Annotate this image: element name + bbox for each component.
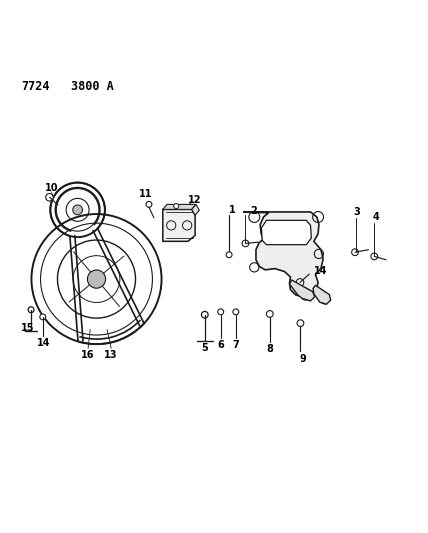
Text: 3800 A: 3800 A	[71, 80, 114, 93]
Circle shape	[174, 204, 179, 208]
Circle shape	[233, 309, 239, 315]
Text: 4: 4	[373, 212, 380, 222]
Circle shape	[226, 252, 232, 257]
Text: 14: 14	[313, 265, 327, 276]
Circle shape	[73, 205, 83, 215]
Text: 7724: 7724	[21, 80, 50, 93]
Circle shape	[352, 249, 358, 256]
Polygon shape	[244, 212, 323, 297]
Text: 8: 8	[266, 344, 273, 354]
Text: 1: 1	[229, 205, 236, 215]
Polygon shape	[163, 204, 196, 209]
Circle shape	[296, 279, 304, 286]
Polygon shape	[192, 204, 199, 215]
Text: 2: 2	[250, 206, 257, 216]
Text: 12: 12	[187, 195, 201, 205]
Text: 3: 3	[354, 207, 360, 217]
Circle shape	[40, 314, 46, 320]
Polygon shape	[313, 285, 331, 304]
Circle shape	[46, 193, 53, 201]
Circle shape	[28, 307, 34, 313]
Text: 5: 5	[202, 343, 208, 353]
Text: 11: 11	[139, 189, 152, 199]
Text: 6: 6	[217, 341, 224, 350]
Text: 15: 15	[21, 323, 35, 333]
Polygon shape	[262, 220, 311, 245]
Polygon shape	[289, 280, 315, 301]
Circle shape	[202, 311, 208, 318]
Text: 9: 9	[299, 354, 306, 364]
Circle shape	[218, 309, 224, 315]
Text: 14: 14	[37, 338, 51, 348]
Circle shape	[87, 270, 106, 288]
Circle shape	[371, 253, 377, 260]
Text: 13: 13	[104, 350, 118, 360]
Circle shape	[297, 320, 304, 327]
Circle shape	[146, 201, 152, 207]
Circle shape	[267, 311, 273, 317]
Polygon shape	[163, 209, 195, 241]
Text: 16: 16	[81, 350, 95, 360]
Circle shape	[242, 240, 249, 247]
Text: 7: 7	[232, 341, 239, 350]
Text: 10: 10	[45, 183, 58, 193]
